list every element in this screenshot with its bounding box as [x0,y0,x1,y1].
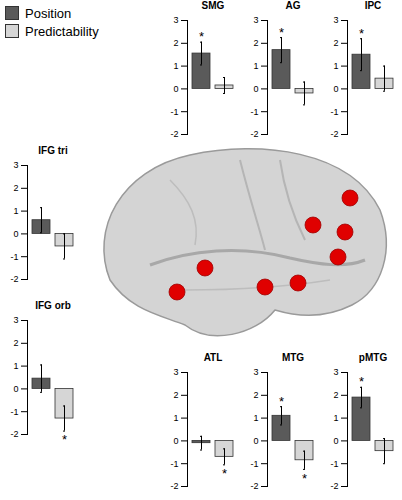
svg-text:0: 0 [13,229,18,239]
svg-text:2: 2 [173,38,178,48]
html-text:IFG tri: IFG tri [38,145,68,156]
svg-text:1: 1 [13,206,18,216]
svg-text:3: 3 [173,367,178,377]
html-text:SMG: SMG [201,0,225,11]
html-text:AG: AG [285,0,301,11]
svg-text:-1: -1 [170,107,178,117]
svg-text:*: * [199,29,204,44]
svg-text:-2: -2 [10,429,18,439]
svg-text:1: 1 [173,413,178,423]
svg-text:-2: -2 [330,481,338,491]
svg-text:1: 1 [173,61,178,71]
svg-text:0: 0 [13,384,18,394]
svg-text:2: 2 [173,390,178,400]
svg-text:*: * [279,394,284,409]
svg-text:-2: -2 [330,129,338,139]
svg-text:2: 2 [13,338,18,348]
svg-text:1: 1 [253,413,258,423]
svg-text:*: * [62,432,67,440]
svg-text:2: 2 [13,183,18,193]
svg-text:3: 3 [253,367,258,377]
svg-text:-2: -2 [250,129,258,139]
svg-text:0: 0 [173,436,178,446]
svg-text:1: 1 [333,61,338,71]
html-text:ATL: ATL [203,352,223,363]
svg-text:-1: -1 [10,252,18,262]
svg-text:3: 3 [253,15,258,25]
svg-text:-1: -1 [170,459,178,469]
svg-text:*: * [279,25,284,40]
svg-text:-1: -1 [250,459,258,469]
svg-text:*: * [302,471,307,486]
html-text:IFG orb: IFG orb [35,300,71,311]
svg-text:*: * [359,374,364,389]
svg-text:1: 1 [333,413,338,423]
svg-text:*: * [222,466,227,481]
svg-text:2: 2 [333,38,338,48]
html-text:Position: Position [25,5,72,21]
svg-text:-2: -2 [250,481,258,491]
svg-text:0: 0 [333,84,338,94]
svg-text:-2: -2 [10,274,18,284]
svg-text:1: 1 [13,361,18,371]
svg-text:-1: -1 [330,459,338,469]
svg-text:2: 2 [253,390,258,400]
svg-text:0: 0 [253,436,258,446]
html-text:pMTG: pMTG [358,352,388,363]
svg-text:0: 0 [253,84,258,94]
svg-text:3: 3 [333,367,338,377]
svg-text:3: 3 [333,15,338,25]
svg-text:-1: -1 [330,107,338,117]
svg-text:-2: -2 [170,129,178,139]
svg-text:0: 0 [173,84,178,94]
svg-text:-1: -1 [10,407,18,417]
svg-text:2: 2 [253,38,258,48]
html-text:Predictability: Predictability [25,23,99,39]
svg-text:0: 0 [333,436,338,446]
html-text:IPC: IPC [364,0,382,11]
svg-text:*: * [359,26,364,41]
svg-text:-1: -1 [250,107,258,117]
svg-text:3: 3 [13,160,18,170]
svg-text:1: 1 [253,61,258,71]
svg-text:2: 2 [333,390,338,400]
svg-text:3: 3 [173,15,178,25]
svg-text:-2: -2 [170,481,178,491]
svg-text:3: 3 [13,315,18,325]
html-text:MTG: MTG [281,352,305,363]
